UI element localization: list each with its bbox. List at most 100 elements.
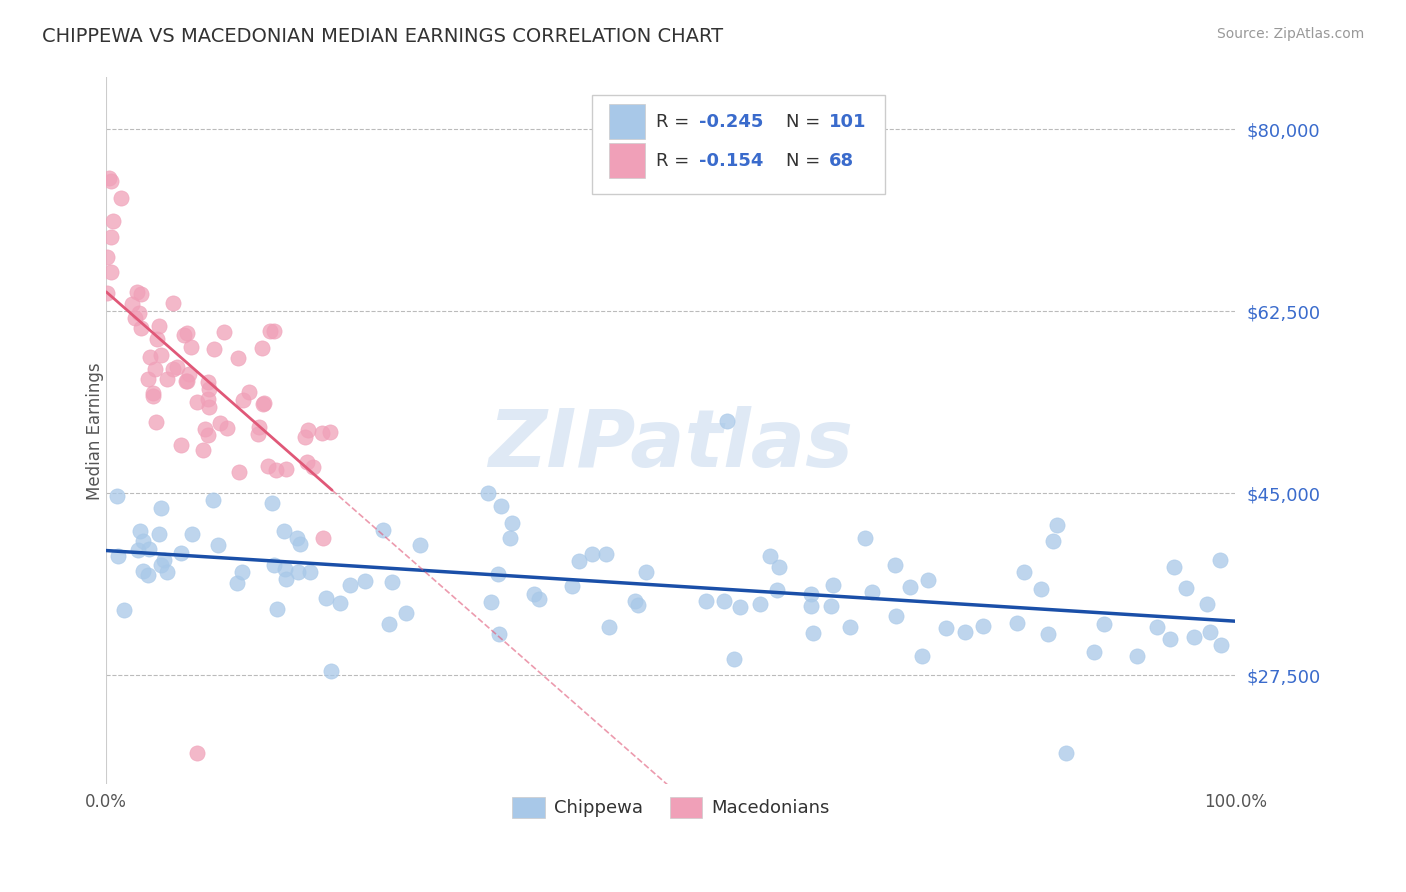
Point bbox=[125, 285, 148, 300]
Point bbox=[209, 416, 232, 430]
Point bbox=[142, 389, 165, 403]
Text: CHIPPEWA VS MACEDONIAN MEDIAN EARNINGS CORRELATION CHART: CHIPPEWA VS MACEDONIAN MEDIAN EARNINGS C… bbox=[42, 27, 723, 45]
Point bbox=[129, 287, 152, 301]
Point bbox=[1014, 565, 1036, 579]
Point bbox=[149, 348, 172, 362]
Text: Source: ZipAtlas.com: Source: ZipAtlas.com bbox=[1216, 27, 1364, 41]
Point bbox=[319, 665, 342, 679]
Point bbox=[1163, 560, 1185, 574]
Point bbox=[821, 578, 844, 592]
Point bbox=[1146, 620, 1168, 634]
Point bbox=[231, 565, 253, 579]
FancyBboxPatch shape bbox=[609, 144, 645, 178]
Point bbox=[768, 560, 790, 574]
Point bbox=[595, 548, 617, 562]
FancyBboxPatch shape bbox=[592, 95, 886, 194]
Point bbox=[568, 554, 591, 568]
Point bbox=[266, 602, 288, 616]
Point bbox=[247, 420, 270, 434]
Point bbox=[624, 594, 647, 608]
Point bbox=[264, 463, 287, 477]
Point bbox=[378, 616, 401, 631]
Point bbox=[820, 599, 842, 613]
Point bbox=[214, 325, 236, 339]
Point bbox=[838, 620, 860, 634]
Point bbox=[149, 501, 172, 516]
Point bbox=[636, 566, 658, 580]
Point bbox=[136, 372, 159, 386]
Point bbox=[953, 624, 976, 639]
Point bbox=[1175, 581, 1198, 595]
Point bbox=[107, 549, 129, 563]
Point bbox=[156, 372, 179, 386]
Point bbox=[860, 585, 883, 599]
Point bbox=[153, 553, 176, 567]
Point bbox=[142, 385, 165, 400]
Point bbox=[1036, 626, 1059, 640]
Point bbox=[1211, 638, 1233, 652]
Point bbox=[297, 423, 319, 437]
Point bbox=[477, 486, 499, 500]
Text: 68: 68 bbox=[830, 152, 853, 169]
Point bbox=[295, 454, 318, 468]
Point bbox=[299, 565, 322, 579]
Point bbox=[263, 558, 285, 572]
Point bbox=[318, 425, 340, 440]
Point bbox=[311, 425, 333, 440]
Text: N =: N = bbox=[786, 152, 825, 169]
Point bbox=[204, 343, 226, 357]
Point bbox=[176, 374, 198, 388]
Point bbox=[162, 296, 184, 310]
Point bbox=[800, 599, 823, 613]
Point bbox=[1054, 746, 1077, 760]
Point bbox=[713, 594, 735, 608]
Text: -0.245: -0.245 bbox=[699, 113, 763, 131]
Point bbox=[259, 324, 281, 338]
Point bbox=[197, 427, 219, 442]
Point bbox=[238, 385, 260, 400]
Point bbox=[226, 575, 249, 590]
Point bbox=[149, 558, 172, 573]
Text: 101: 101 bbox=[830, 113, 866, 131]
Point bbox=[972, 619, 994, 633]
Point bbox=[315, 591, 337, 606]
Point bbox=[198, 401, 221, 415]
Text: R =: R = bbox=[657, 113, 695, 131]
Point bbox=[228, 465, 250, 479]
Point bbox=[598, 620, 620, 634]
Point bbox=[143, 362, 166, 376]
Point bbox=[759, 549, 782, 563]
Point bbox=[132, 565, 155, 579]
Point bbox=[96, 286, 118, 301]
Point bbox=[138, 568, 160, 582]
Point bbox=[395, 606, 418, 620]
Point bbox=[197, 375, 219, 389]
Point bbox=[176, 326, 198, 341]
Point bbox=[110, 190, 132, 204]
Point bbox=[132, 534, 155, 549]
Point bbox=[1159, 632, 1181, 646]
Point bbox=[294, 430, 316, 444]
Legend: Chippewa, Macedonians: Chippewa, Macedonians bbox=[505, 789, 837, 825]
Point bbox=[329, 596, 352, 610]
Point bbox=[302, 460, 325, 475]
Point bbox=[138, 542, 160, 557]
Point bbox=[253, 396, 276, 410]
Point bbox=[801, 626, 824, 640]
Point bbox=[285, 531, 308, 545]
Point bbox=[148, 526, 170, 541]
Point bbox=[883, 558, 905, 572]
Point bbox=[766, 582, 789, 597]
Point bbox=[287, 565, 309, 579]
Point bbox=[561, 579, 583, 593]
Point bbox=[186, 395, 208, 409]
Point bbox=[1092, 616, 1115, 631]
FancyBboxPatch shape bbox=[609, 104, 645, 139]
Point bbox=[257, 458, 280, 473]
Point bbox=[174, 374, 197, 388]
Point bbox=[263, 324, 285, 338]
Point bbox=[910, 649, 932, 664]
Point bbox=[716, 413, 738, 427]
Point bbox=[198, 382, 221, 396]
Point bbox=[409, 538, 432, 552]
